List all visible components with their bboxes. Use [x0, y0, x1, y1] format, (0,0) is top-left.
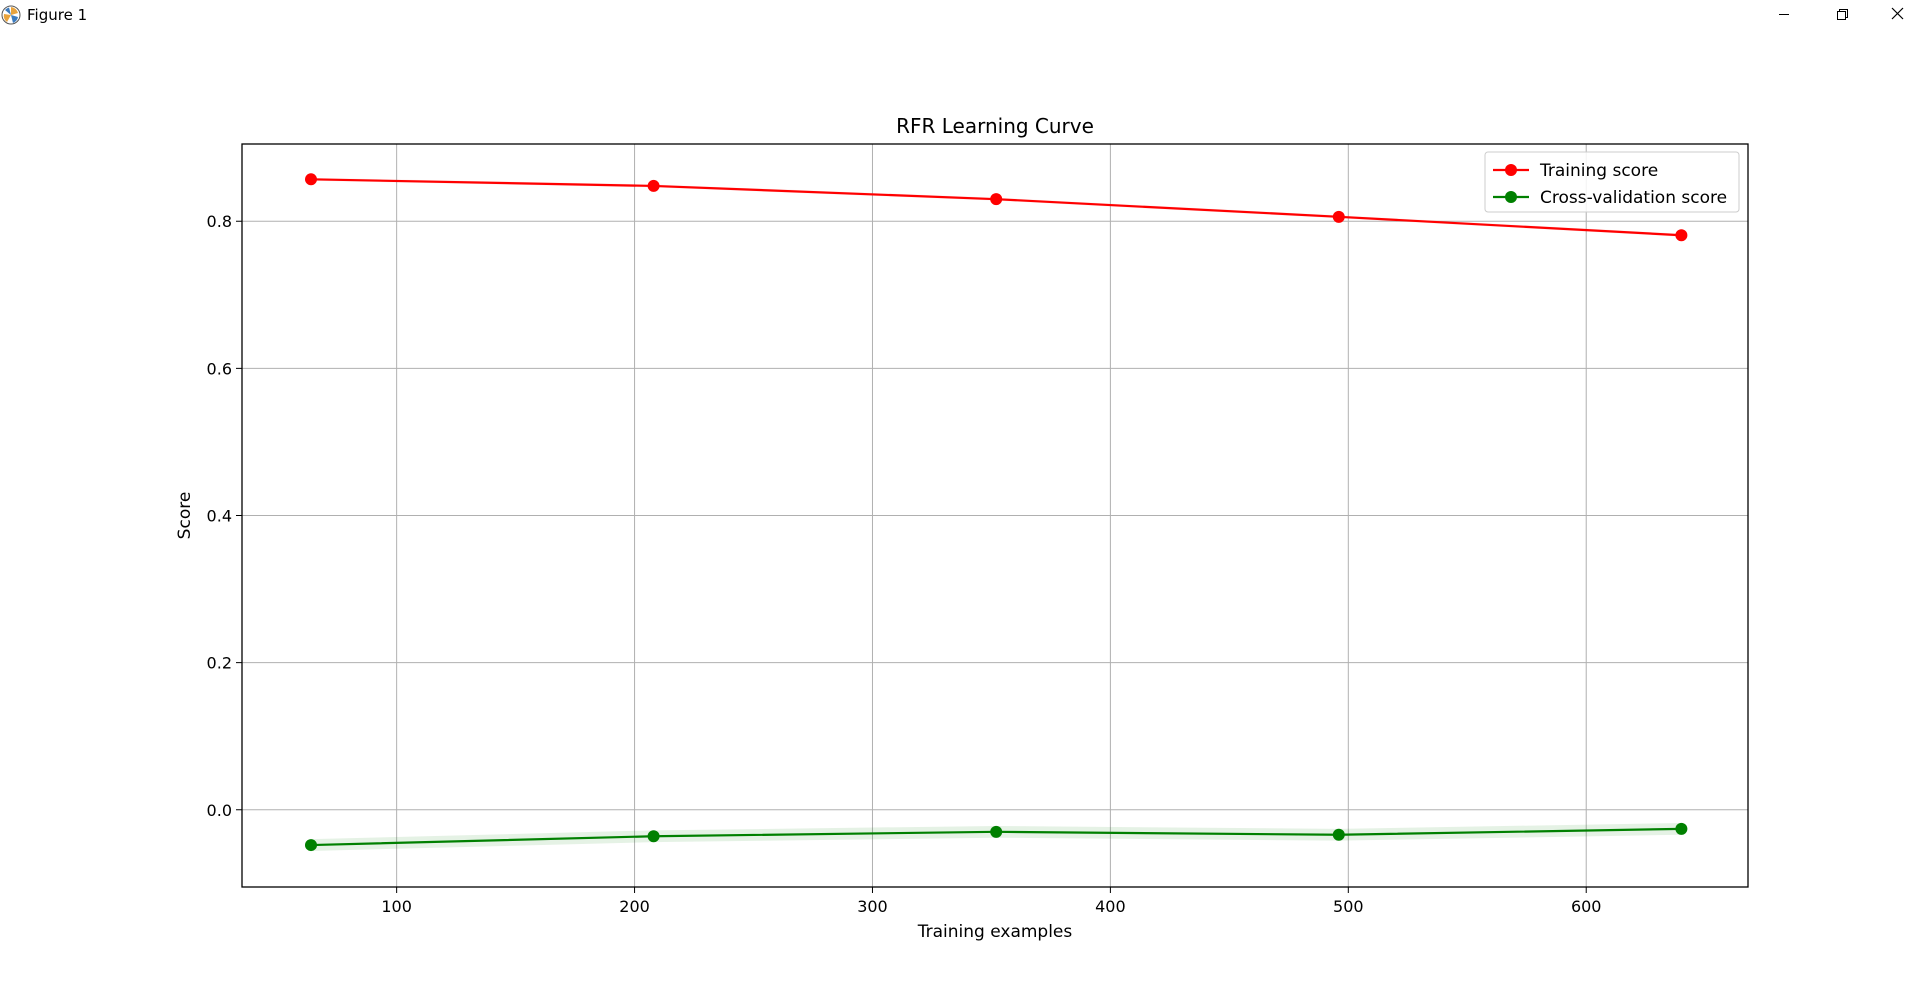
x-tick-label: 100 [381, 897, 412, 916]
x-tick-label: 500 [1333, 897, 1364, 916]
training-score-point [647, 179, 660, 192]
legend: Training score Cross-validation score [1484, 151, 1740, 213]
maximize-button[interactable] [1819, 0, 1865, 30]
x-axis-label: Training examples [917, 922, 1073, 942]
legend-training-score-marker [1505, 164, 1517, 176]
cross-validation-score-point [304, 839, 317, 852]
training-score-point [1675, 229, 1688, 242]
cross-validation-score-point [1332, 828, 1345, 841]
y-tick-label: 0.2 [207, 654, 232, 673]
y-axis-label: Score [175, 492, 195, 540]
y-tick-label: 0.4 [207, 507, 232, 526]
ticks: 100 200 300 400 500 600 0.0 0.2 0.4 0.6 0.8 [207, 212, 1602, 916]
figure-canvas: 100 200 300 400 500 600 0.0 0.2 0.4 0.6 0.8 RFR Le… [0, 30, 1920, 980]
close-icon [1891, 7, 1904, 20]
x-tick-label: 200 [619, 897, 650, 916]
minimize-button[interactable] [1761, 0, 1807, 30]
series [304, 173, 1688, 852]
y-tick-label: 0.0 [207, 801, 232, 820]
legend-box [1484, 151, 1740, 213]
x-tick-label: 400 [1095, 897, 1126, 916]
legend-cross-validation-score-label: Cross-validation score [1540, 188, 1727, 208]
cross-validation-score-point [1675, 822, 1688, 835]
score-bands [310, 177, 1682, 851]
close-button[interactable] [1874, 0, 1920, 30]
legend-training-score-label: Training score [1539, 161, 1658, 181]
y-tick-label: 0.6 [207, 359, 232, 378]
training-score-point [1332, 210, 1345, 223]
window-titlebar: Figure 1 [0, 0, 1920, 30]
training-score-point [304, 173, 317, 186]
legend-cross-validation-score-marker [1505, 191, 1517, 203]
training-score-line [310, 178, 1682, 237]
matplotlib-logo-icon [1, 5, 21, 25]
learning-curve-chart: 100 200 300 400 500 600 0.0 0.2 0.4 0.6 0.8 RFR Le… [175, 114, 1749, 942]
cross-validation-score-point [647, 830, 660, 843]
x-tick-label: 600 [1571, 897, 1602, 916]
restore-icon [1837, 9, 1848, 20]
grid [242, 144, 1748, 887]
chart-title: RFR Learning Curve [896, 114, 1094, 138]
training-score-band [310, 177, 1682, 237]
cross-validation-score-point [990, 825, 1003, 838]
window-title: Figure 1 [27, 6, 88, 24]
x-tick-label: 300 [857, 897, 888, 916]
y-tick-label: 0.8 [207, 212, 232, 231]
training-score-point [990, 193, 1003, 206]
minimize-icon [1779, 14, 1789, 15]
